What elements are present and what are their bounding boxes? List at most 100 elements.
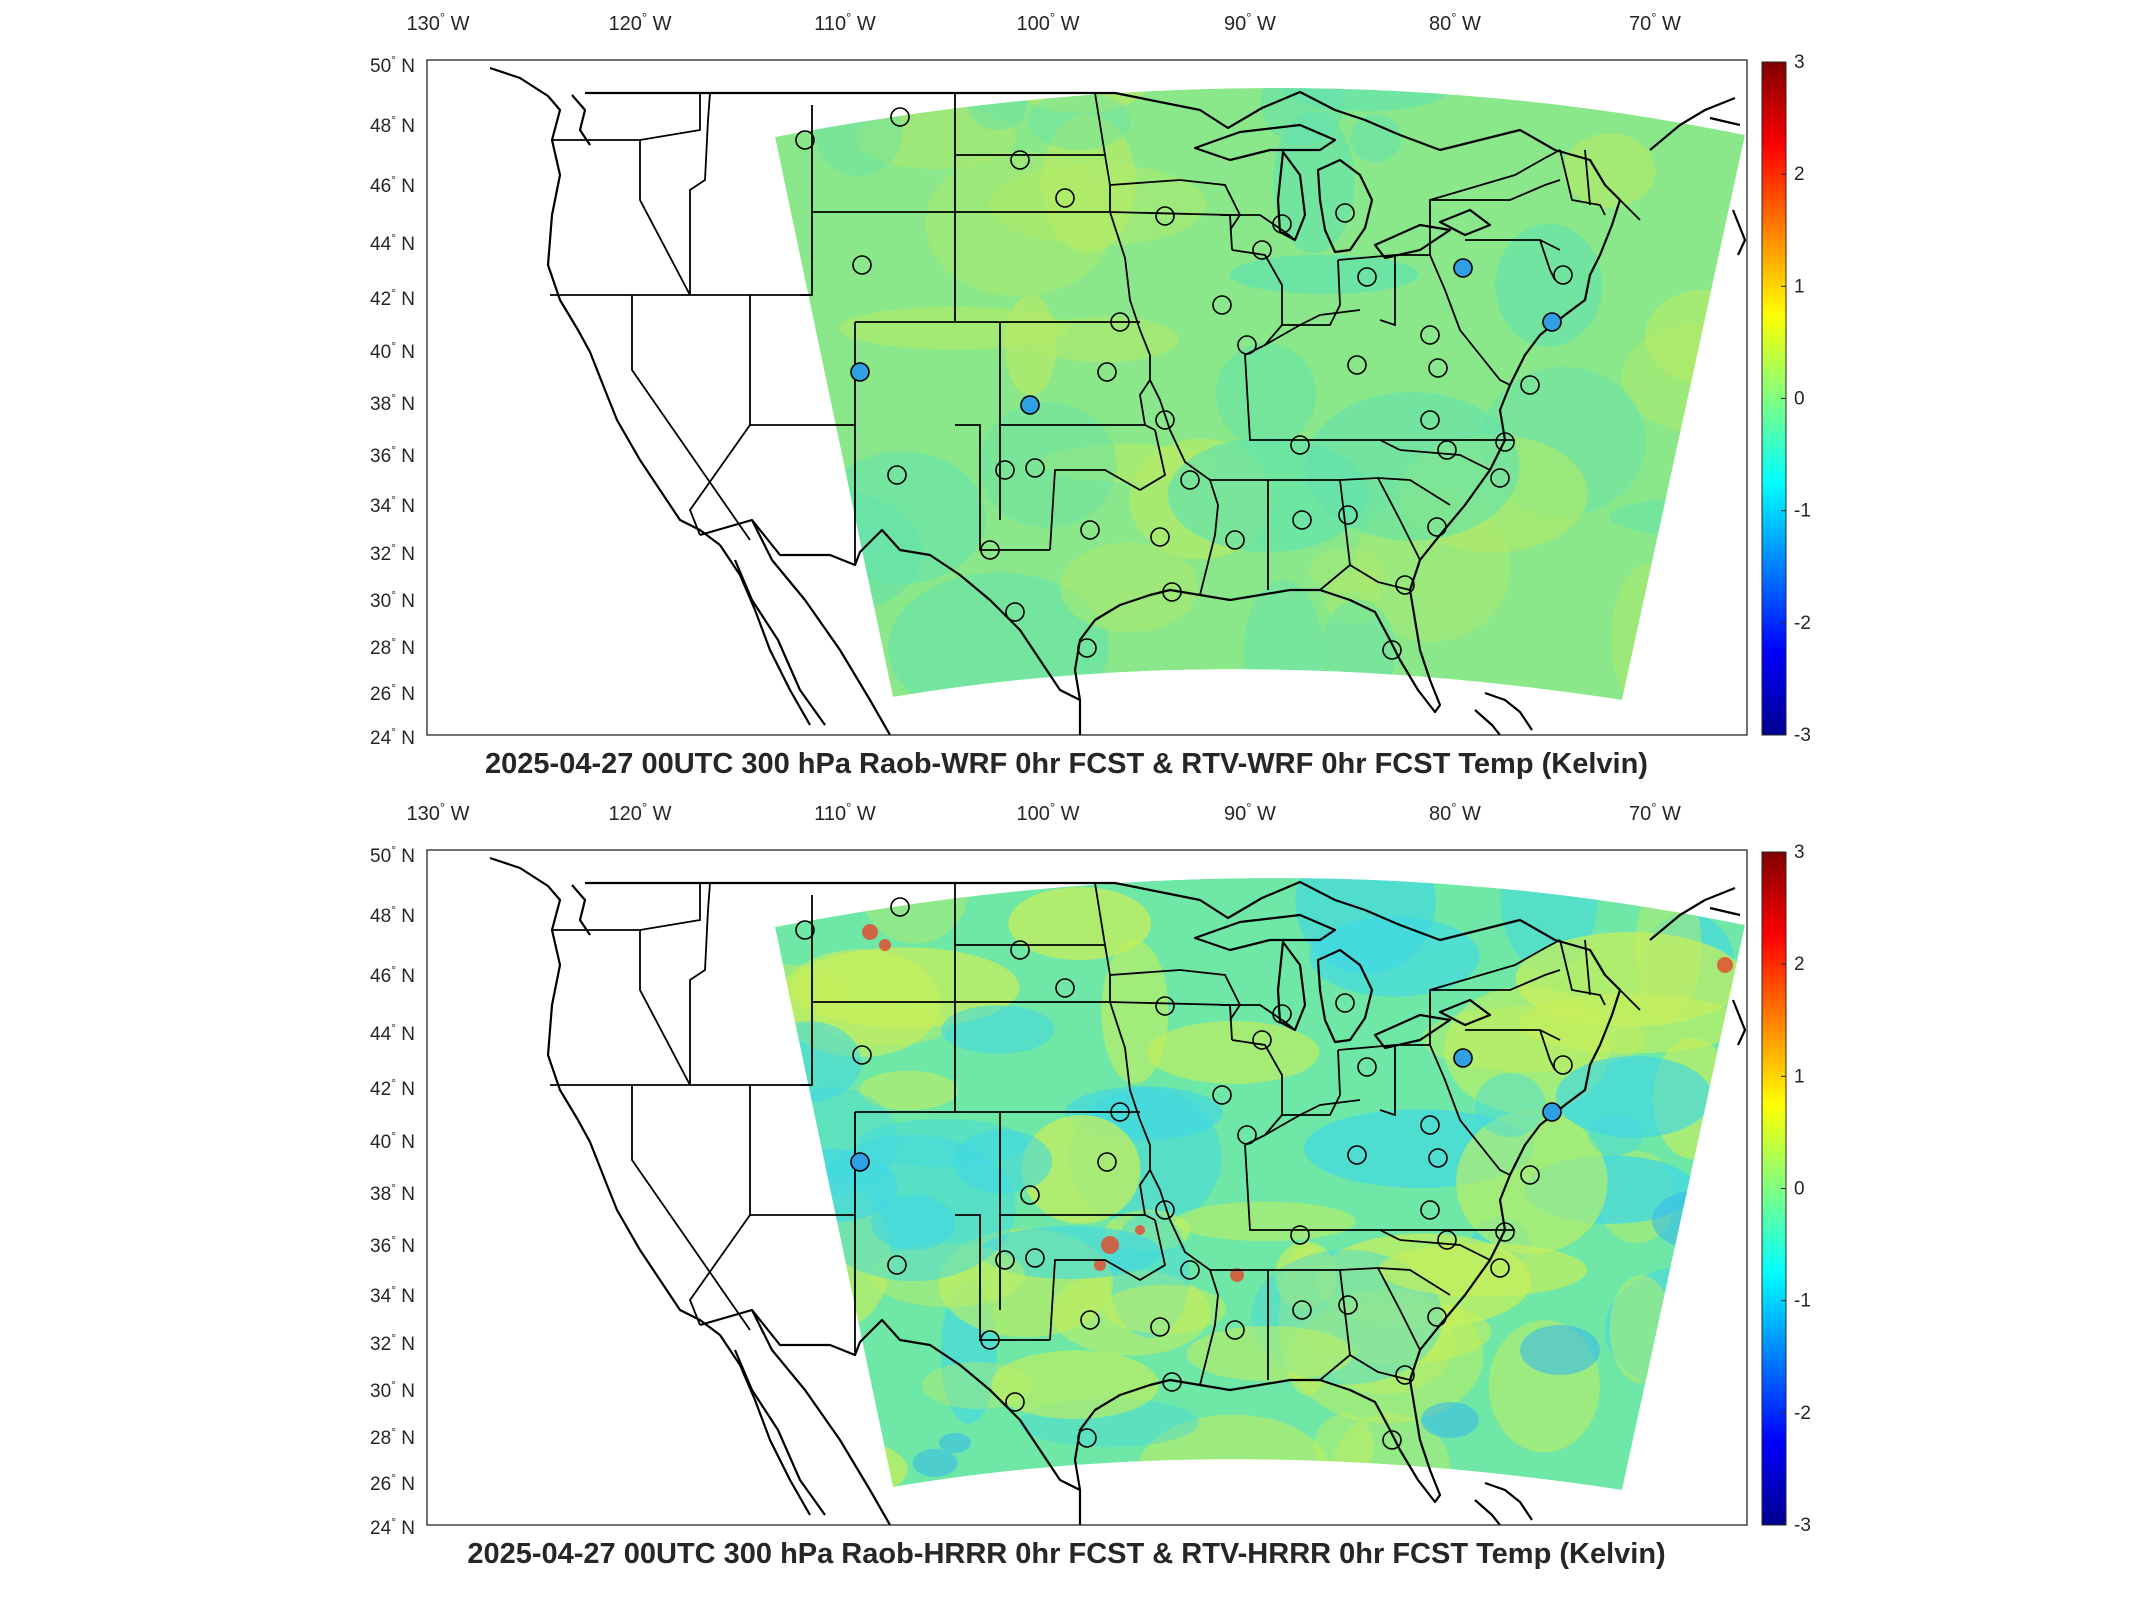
station-marker xyxy=(1553,265,1573,285)
station-marker xyxy=(1020,1185,1040,1205)
field-patch xyxy=(839,306,1070,350)
lon-label: 130° W xyxy=(406,800,469,825)
field-patch xyxy=(859,1070,958,1111)
state-border xyxy=(1149,379,1219,596)
state-border xyxy=(1349,564,1411,591)
coastline xyxy=(719,544,811,726)
lon-label: 100° W xyxy=(1016,10,1079,35)
lon-label: 70° W xyxy=(1629,800,1681,825)
station-marker xyxy=(1110,1102,1130,1122)
lon-label: 130° W xyxy=(406,10,469,35)
coastline xyxy=(1649,96,1736,151)
station-marker xyxy=(1453,1048,1473,1068)
state-border xyxy=(639,930,691,1086)
station-marker xyxy=(1025,458,1045,478)
colorbar-tick-label: 2 xyxy=(1794,954,1805,975)
map-title-wrf: 2025-04-27 00UTC 300 hPa Raob-WRF 0hr FC… xyxy=(485,748,1648,780)
coastline xyxy=(1316,158,1374,254)
station-marker xyxy=(1420,325,1440,345)
field-patch xyxy=(1519,993,1744,1054)
station-marker xyxy=(1225,1320,1245,1340)
station-marker xyxy=(852,1045,872,1065)
field-patch xyxy=(1215,342,1317,447)
coastline xyxy=(1073,588,1320,735)
coastline xyxy=(1484,691,1533,731)
station-marker xyxy=(1420,1200,1440,1220)
station-marker xyxy=(1010,940,1030,960)
lat-label: 50° N xyxy=(370,843,415,867)
field-patch xyxy=(953,1129,1053,1194)
coastline xyxy=(1709,116,1741,127)
lon-label: 80° W xyxy=(1429,800,1481,825)
state-border xyxy=(1379,1045,1396,1117)
station-marker xyxy=(1495,432,1515,452)
station-marker xyxy=(1428,358,1448,378)
panel-wrf: 130° W 120° W 110° W 100° W 90° W 80° W 70° W 5… xyxy=(370,10,1811,780)
station-marker xyxy=(1080,520,1100,540)
station-marker xyxy=(1150,1317,1170,1337)
lat-label: 44° N xyxy=(370,231,415,255)
field-patch xyxy=(1500,877,1598,973)
coastline xyxy=(489,856,721,1336)
state-border xyxy=(552,93,701,141)
colorbar-tick-label: -2 xyxy=(1794,1403,1811,1424)
lat-label: 48° N xyxy=(370,113,415,137)
station-marker xyxy=(1005,1392,1025,1412)
station-marker xyxy=(1453,258,1473,278)
station-marker xyxy=(1335,993,1355,1013)
field-patch xyxy=(1102,1284,1227,1334)
station-marker xyxy=(995,460,1015,480)
warm-anomaly xyxy=(1135,1225,1145,1235)
state-border xyxy=(1429,179,1561,255)
cold-anomaly xyxy=(1520,1325,1600,1375)
station-marker xyxy=(1338,505,1358,525)
field-patch xyxy=(1186,1325,1354,1382)
coastline xyxy=(733,1349,826,1516)
station-marker xyxy=(1553,1055,1573,1075)
lon-label: 120° W xyxy=(608,10,671,35)
field-patch xyxy=(1563,133,1656,208)
field-patch xyxy=(870,1195,956,1251)
coastline xyxy=(489,66,721,546)
panel-hrrr: 130° W 120° W 110° W 100° W 90° W 80° W 70° W 5… xyxy=(0,790,2133,1590)
field-patch xyxy=(1309,916,1480,997)
station-marker xyxy=(1520,375,1540,395)
field-patch xyxy=(1008,887,1152,961)
state-border xyxy=(552,883,701,931)
field-patch xyxy=(1027,91,1131,150)
station-marker xyxy=(1382,1430,1402,1450)
station-marker xyxy=(1077,638,1097,658)
station-marker xyxy=(1150,527,1170,547)
field-patch xyxy=(1147,1021,1320,1084)
station-marker xyxy=(887,465,907,485)
coastlines xyxy=(489,66,1747,736)
colorbar-tick-label: 1 xyxy=(1794,276,1805,297)
state-border xyxy=(1268,1269,1351,1381)
station-marker xyxy=(1347,355,1367,375)
coastline xyxy=(1438,998,1492,1027)
station-marker xyxy=(1025,1248,1045,1268)
field-patch xyxy=(1474,1072,1546,1138)
coastline xyxy=(571,94,591,146)
station-marker xyxy=(1252,1030,1272,1050)
state-border xyxy=(1244,1144,1268,1231)
coastline xyxy=(1484,1481,1533,1521)
warm-anomaly xyxy=(1101,1236,1119,1254)
state-border xyxy=(1139,379,1151,426)
lat-label: 46° N xyxy=(370,963,415,987)
state-border xyxy=(1339,1267,1421,1351)
state-border xyxy=(1149,1169,1219,1386)
lat-label: 46° N xyxy=(370,173,415,197)
lon-label: 70° W xyxy=(1629,10,1681,35)
station-marker xyxy=(1212,1085,1232,1105)
state-border xyxy=(1379,255,1396,327)
coastline xyxy=(1193,123,1337,162)
field-patch xyxy=(1060,542,1198,633)
state-border xyxy=(1539,1029,1556,1071)
state-borders xyxy=(550,92,1641,596)
state-border xyxy=(1539,239,1556,281)
station-marker xyxy=(1237,1125,1257,1145)
lat-label: 36° N xyxy=(370,1233,415,1257)
station-marker xyxy=(1155,410,1175,430)
lat-label: 44° N xyxy=(370,1021,415,1045)
